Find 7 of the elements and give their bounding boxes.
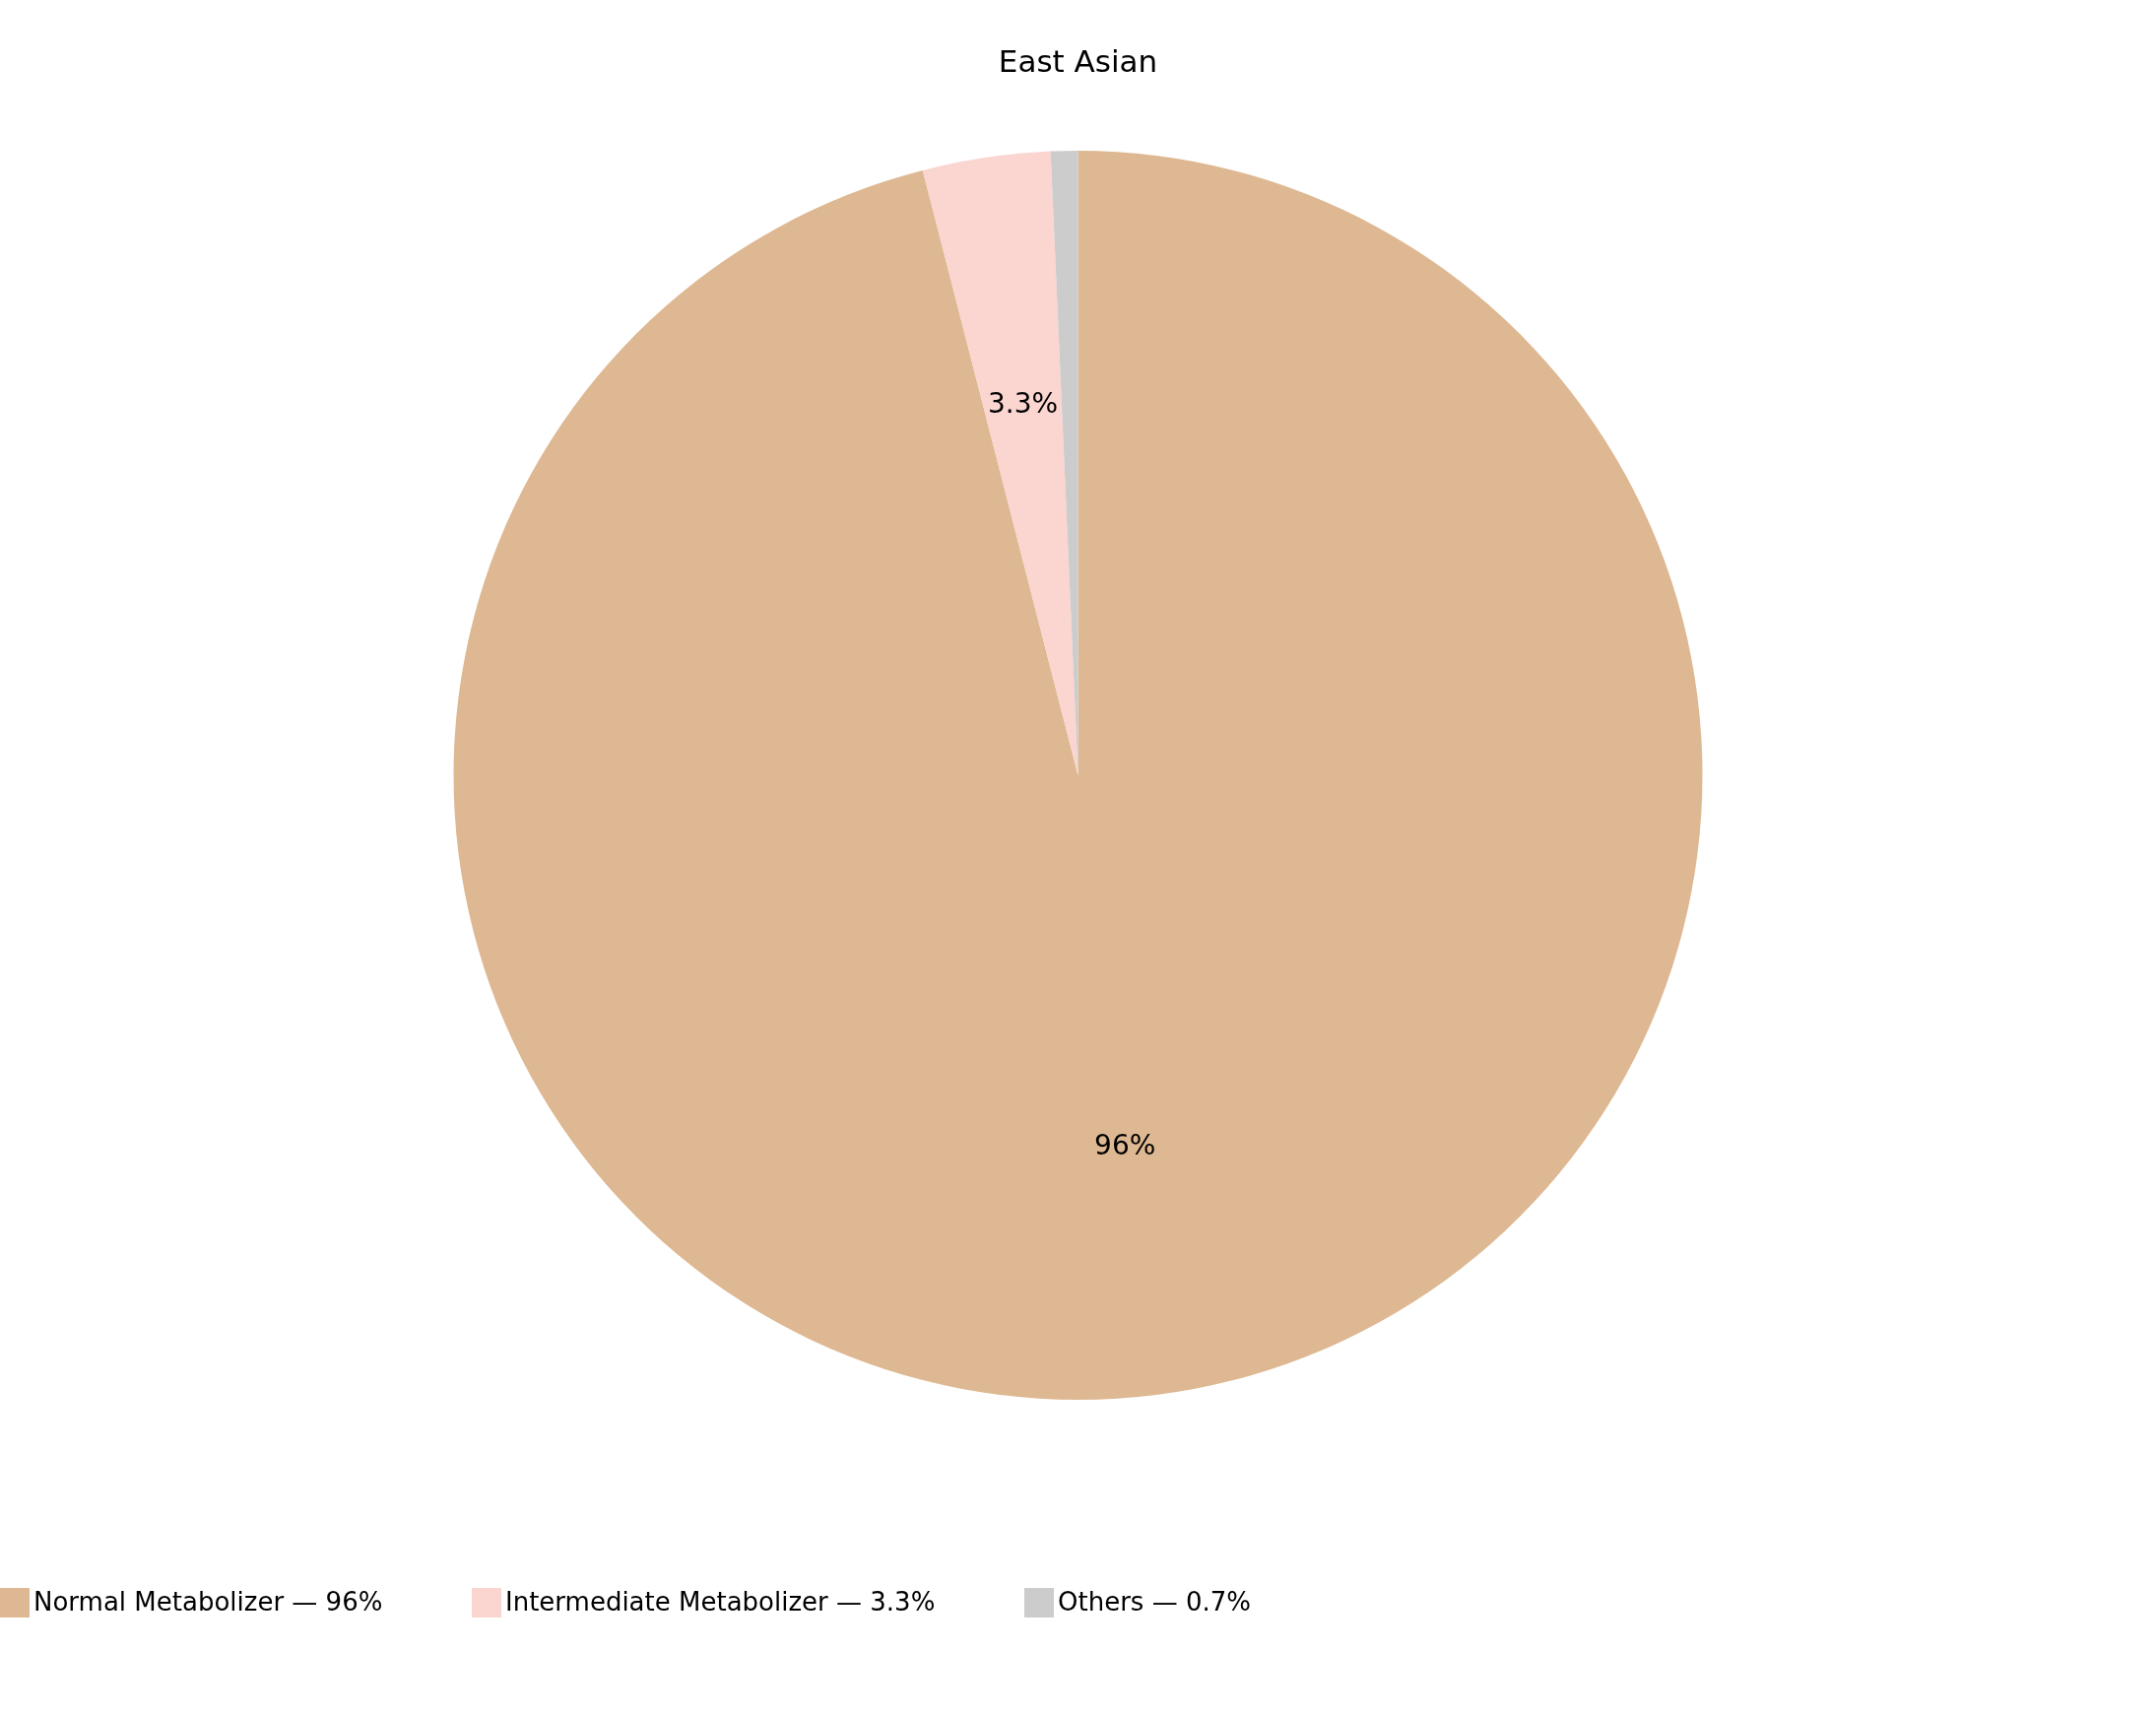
legend-label: Intermediate Metabolizer — 3.3% bbox=[505, 1587, 936, 1617]
data-label: 96% bbox=[1094, 1129, 1156, 1162]
data-label: 3.3% bbox=[987, 386, 1059, 420]
pie-slice bbox=[453, 151, 1703, 1399]
legend-label: Normal Metabolizer — 96% bbox=[33, 1587, 383, 1617]
legend-label: Others — 0.7% bbox=[1058, 1587, 1251, 1617]
chart-title: East Asian bbox=[998, 43, 1158, 79]
